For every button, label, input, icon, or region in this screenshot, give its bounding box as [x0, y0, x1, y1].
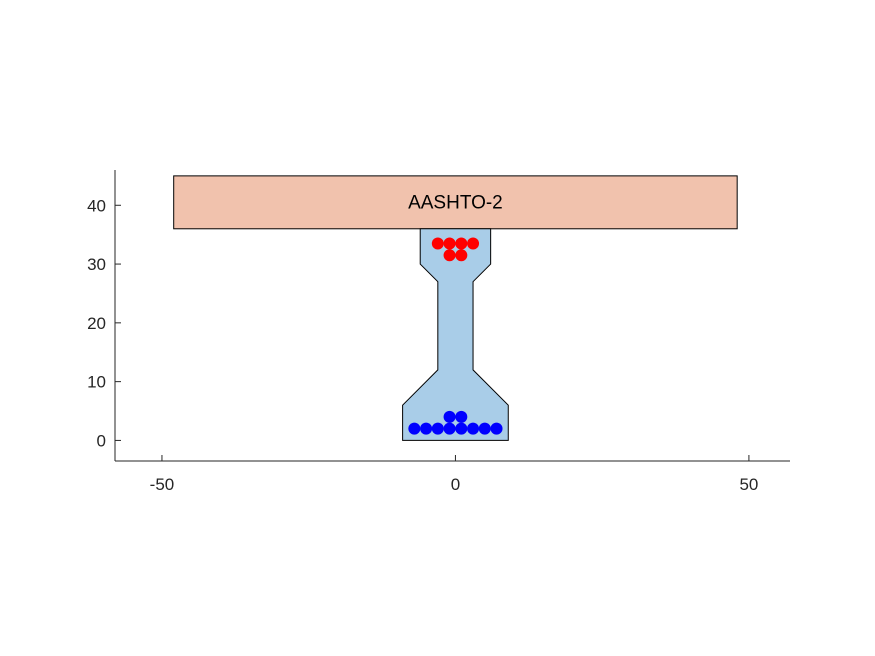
plot-area: AASHTO-2: [173, 175, 738, 441]
top-strand: [467, 237, 480, 250]
y-ticks: 0 10 20 30 40: [87, 196, 121, 450]
x-ticks: -50 0 50: [150, 455, 758, 494]
x-tick-label: -50: [150, 475, 175, 494]
bottom-strand: [408, 422, 421, 435]
y-tick-label: 10: [87, 373, 106, 392]
top-strand: [455, 237, 468, 250]
y-tick-label: 20: [87, 314, 106, 333]
y-tick-label: 30: [87, 255, 106, 274]
bottom-strand: [467, 422, 480, 435]
bottom-strand: [490, 422, 503, 435]
deck-slab: [173, 175, 738, 230]
x-tick-label: 50: [739, 475, 758, 494]
x-tick-label: 0: [451, 475, 460, 494]
bottom-strand: [420, 422, 433, 435]
top-strand: [455, 249, 468, 262]
bottom-strand: [478, 422, 491, 435]
bottom-strand: [455, 410, 468, 423]
girder-section: [402, 228, 509, 441]
strands: [408, 237, 503, 435]
bottom-strand: [443, 422, 456, 435]
y-tick-label: 0: [97, 431, 106, 450]
axes: -50 0 50 0 10 20 30 40: [87, 170, 790, 494]
section-label: AASHTO-2: [408, 192, 503, 213]
y-tick-label: 40: [87, 196, 106, 215]
bottom-strand: [443, 410, 456, 423]
top-strand: [443, 249, 456, 262]
top-strand: [443, 237, 456, 250]
top-strand: [431, 237, 444, 250]
bottom-strand: [455, 422, 468, 435]
bottom-strand: [431, 422, 444, 435]
